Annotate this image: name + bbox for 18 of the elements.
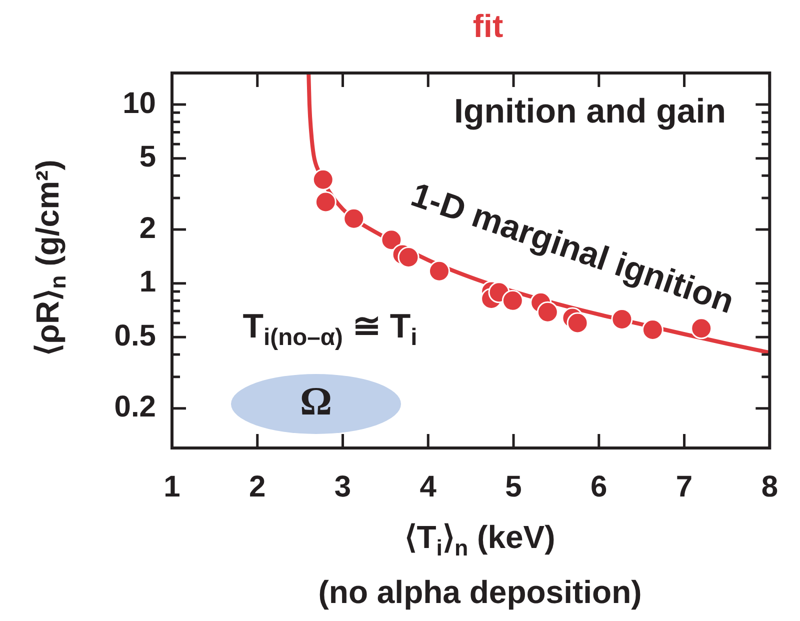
x-tick-label: 4 bbox=[420, 470, 437, 504]
x-tick-label: 3 bbox=[334, 470, 352, 504]
y-tick-label: 5 bbox=[139, 140, 156, 174]
x-tick-label: 7 bbox=[676, 470, 693, 504]
x-tick-label: 1 bbox=[164, 470, 180, 504]
annotation: Ω bbox=[300, 378, 332, 424]
chart-title: fit bbox=[472, 8, 504, 45]
y-tick-label: 10 bbox=[122, 86, 156, 120]
y-tick-label: 2 bbox=[139, 212, 156, 245]
x-tick-label: 2 bbox=[249, 470, 266, 504]
x-tick-label: 6 bbox=[590, 470, 608, 504]
y-tick-label: 1 bbox=[139, 266, 156, 299]
x-tick-label: 8 bbox=[761, 470, 778, 504]
x-tick-label: 5 bbox=[505, 470, 522, 504]
annotation: Ignition and gain bbox=[454, 92, 726, 130]
y-tick-label: 0.5 bbox=[114, 319, 156, 352]
y-tick-label: 0.2 bbox=[114, 390, 156, 424]
x-axis-title: ⟨T$_{i}$⟩$_{n}$ (keV) (no alpha deposition) bbox=[317, 518, 643, 612]
